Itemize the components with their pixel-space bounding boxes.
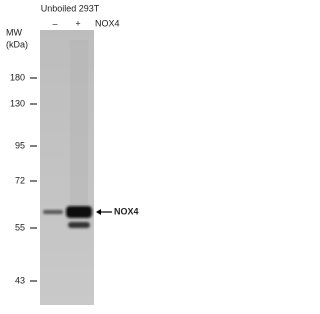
- arrow-head: [96, 209, 101, 215]
- lane-label: +: [75, 18, 80, 28]
- band-lane2: [66, 206, 92, 218]
- title: Unboiled 293T: [41, 3, 100, 13]
- marker-group: 180 130 95 72 55 43: [10, 72, 37, 285]
- mw-marker-label: 130: [10, 98, 25, 108]
- mw-marker-label: 72: [15, 175, 25, 185]
- mw-marker-label: 180: [10, 72, 25, 82]
- page: Unboiled 293T – + NOX4 MW (kDa) NOX4 180…: [0, 0, 150, 309]
- band-lane1: [43, 210, 63, 214]
- mw-marker-label: 95: [15, 140, 25, 150]
- mw-unit: (kDa): [6, 39, 28, 49]
- band-lane2-lower: [68, 222, 90, 228]
- mw-marker-label: 43: [15, 275, 25, 285]
- lane-target: NOX4: [95, 18, 120, 28]
- mw-marker-label: 55: [15, 222, 25, 232]
- lane2-smear: [70, 40, 88, 205]
- blot-figure: Unboiled 293T – + NOX4 MW (kDa) NOX4 180…: [6, 3, 139, 305]
- lane-label: –: [52, 18, 57, 28]
- band-label: NOX4: [114, 206, 139, 216]
- mw-label: MW: [6, 27, 22, 37]
